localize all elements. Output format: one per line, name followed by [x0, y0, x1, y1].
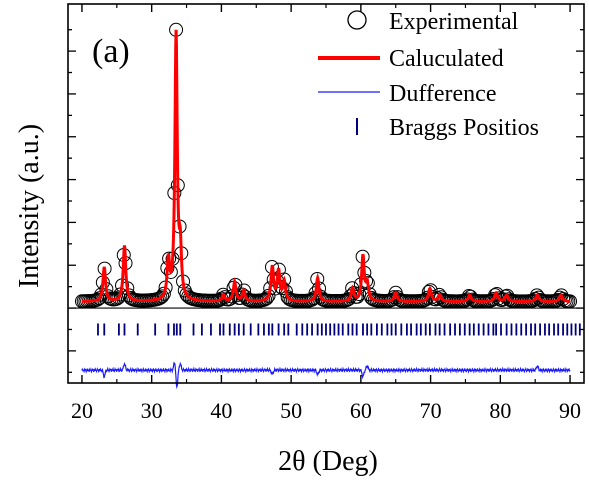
panel-label: (a) — [92, 33, 130, 70]
experimental-point — [390, 290, 405, 305]
experimental-point — [488, 288, 503, 303]
axis-ticks: 20 30 40 50 60 70 80 90 — [68, 4, 584, 423]
y-axis-label: Intensity (a.u.) — [14, 124, 45, 288]
experimental-point — [259, 291, 274, 306]
bragg-positions-series — [97, 323, 581, 336]
experimental-point — [359, 273, 374, 288]
legend-marker-experimental — [347, 10, 367, 30]
legend-label-calculated: Caluculated — [389, 46, 504, 72]
experimental-point — [223, 291, 238, 306]
x-tick-label: 60 — [350, 398, 372, 423]
plot-data-layer — [68, 22, 584, 390]
x-tick-label: 30 — [141, 398, 163, 423]
x-tick-label: 20 — [71, 398, 93, 423]
x-tick-label: 50 — [280, 398, 302, 423]
experimental-point — [92, 291, 107, 306]
x-tick-label: 80 — [489, 398, 511, 423]
calculated-series-line — [81, 29, 571, 303]
experimental-point — [155, 289, 170, 304]
x-tick-label: 40 — [210, 398, 232, 423]
legend-label-experimental: Experimental — [389, 9, 519, 35]
x-tick-label: 70 — [420, 398, 442, 423]
legend: Experimental Caluculated Dufference Brag… — [318, 9, 539, 141]
legend-label-difference: Dufference — [389, 81, 496, 107]
x-axis-label: 2θ (Deg) — [278, 446, 378, 477]
difference-series-line — [81, 361, 571, 390]
experimental-point — [261, 288, 276, 303]
legend-label-bragg: Braggs Positios — [389, 115, 539, 141]
experimental-point — [216, 287, 231, 302]
x-tick-label: 90 — [559, 398, 581, 423]
experimental-point — [156, 286, 171, 301]
experimental-point — [423, 283, 438, 298]
